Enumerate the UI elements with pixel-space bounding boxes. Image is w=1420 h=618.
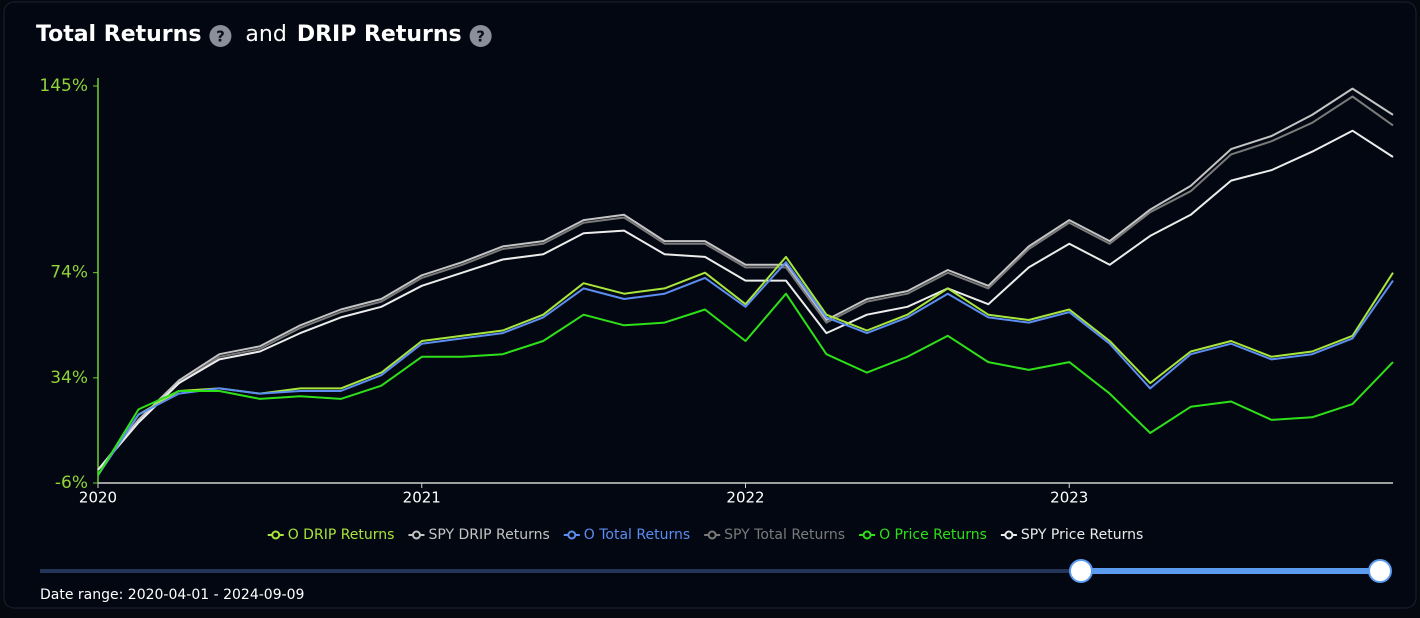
legend-label: O DRIP Returns	[288, 527, 395, 543]
x-tick-label: 2023	[1050, 489, 1088, 507]
x-tick-label: 2022	[726, 489, 764, 507]
title-joiner: and	[245, 22, 286, 47]
title: DRIP Returns	[297, 22, 462, 47]
help-icon-bg[interactable]	[469, 25, 492, 47]
legend-marker	[707, 530, 717, 540]
series-line	[97, 261, 1394, 476]
date-range: Date range: 2020-04-01 - 2024-09-09	[40, 587, 304, 603]
slider-handle[interactable]	[1368, 559, 1392, 583]
legend-marker	[271, 530, 281, 540]
legend-marker	[862, 530, 872, 540]
title: Total Returns	[36, 22, 201, 47]
series-line	[97, 255, 1394, 476]
slider-handle[interactable]	[1069, 559, 1093, 583]
legend-marker	[567, 530, 577, 540]
help-icon[interactable]: ?	[216, 28, 225, 46]
legend-label: O Total Returns	[584, 527, 690, 543]
legend-item[interactable]: SPY DRIP Returns	[408, 527, 550, 543]
help-icon[interactable]: ?	[476, 28, 485, 46]
y-tick-label: 34%	[50, 368, 88, 388]
card	[3, 1, 1417, 609]
y-tick-label: -6%	[55, 473, 88, 493]
legend-item[interactable]: O Total Returns	[563, 527, 690, 543]
y-tick-label: 145%	[39, 76, 88, 96]
legend-label: SPY Price Returns	[1021, 527, 1143, 543]
series-line	[97, 129, 1394, 471]
x-tick-label: 2020	[79, 489, 117, 507]
y-tick-label: 74%	[50, 263, 88, 283]
legend-item[interactable]: SPY Price Returns	[1000, 527, 1143, 543]
series-line	[97, 87, 1394, 471]
legend: O DRIP Returns SPY DRIP Returns O Total Re…	[267, 527, 1143, 543]
legend-marker	[411, 530, 421, 540]
legend-item[interactable]: SPY Total Returns	[704, 527, 845, 543]
help-icon-bg[interactable]	[209, 25, 232, 47]
legend-label: SPY DRIP Returns	[428, 527, 549, 543]
series-line	[97, 292, 1394, 476]
series-line	[97, 95, 1394, 471]
legend-item[interactable]: O Price Returns	[859, 527, 987, 543]
x-tick-label: 2021	[403, 489, 441, 507]
legend-marker	[1004, 530, 1014, 540]
legend-label: O Price Returns	[879, 527, 987, 543]
legend-label: SPY Total Returns	[724, 527, 845, 543]
legend-item[interactable]: O DRIP Returns	[267, 527, 395, 543]
